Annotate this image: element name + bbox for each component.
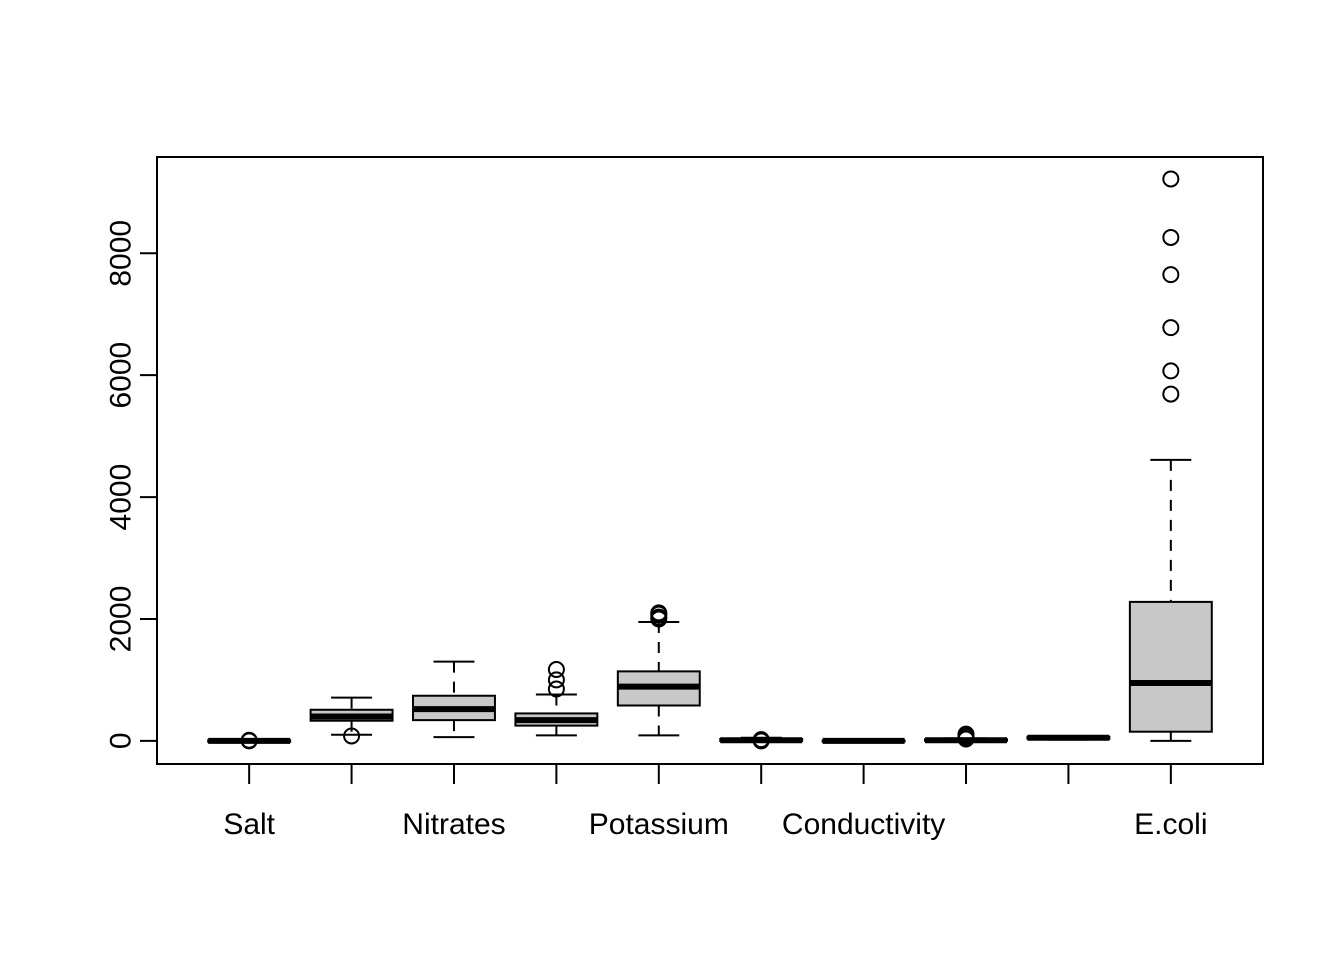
box-5 (616, 604, 701, 737)
outlier-point (650, 604, 668, 622)
outlier-point (547, 671, 565, 689)
outlier-point (1162, 319, 1180, 337)
outlier-point (1162, 362, 1180, 380)
box-8 (924, 725, 1008, 748)
outlier-point (547, 680, 565, 698)
x-axis: Salt Nitrates Potassium Conductivity E.coli (223, 764, 1208, 841)
iqr-box (1128, 600, 1213, 733)
box-1 (207, 731, 292, 750)
x-tick-label: Conductivity (782, 808, 945, 841)
box-2 (309, 696, 394, 745)
outlier-point (343, 727, 361, 745)
outlier-point (1162, 170, 1180, 188)
y-tick-label: 4000 (105, 464, 138, 531)
y-tick-label: 0 (105, 732, 138, 749)
outlier-point (1162, 266, 1180, 284)
x-tick-label: Potassium (589, 808, 729, 841)
plot-frame (156, 156, 1264, 765)
box-4 (514, 661, 599, 737)
y-tick-label: 2000 (105, 586, 138, 653)
x-tick-label: Salt (223, 808, 275, 841)
y-axis: 0 2000 4000 6000 8000 (105, 220, 158, 749)
y-tick-label: 6000 (105, 342, 138, 409)
boxes-group (207, 170, 1213, 750)
box-6 (719, 731, 804, 750)
outlier-point (752, 731, 770, 749)
y-tick-label: 8000 (105, 220, 138, 287)
x-tick-label: E.coli (1134, 808, 1207, 841)
outlier-point (1162, 385, 1180, 403)
outlier-point (1162, 228, 1180, 246)
box-7 (821, 737, 906, 744)
box-10 (1128, 170, 1213, 742)
outlier-point (240, 731, 258, 749)
outlier-point (957, 725, 975, 743)
box-3 (412, 660, 496, 739)
outlier-point (547, 661, 565, 679)
x-tick-label: Nitrates (402, 808, 505, 841)
box-9 (1026, 734, 1111, 741)
